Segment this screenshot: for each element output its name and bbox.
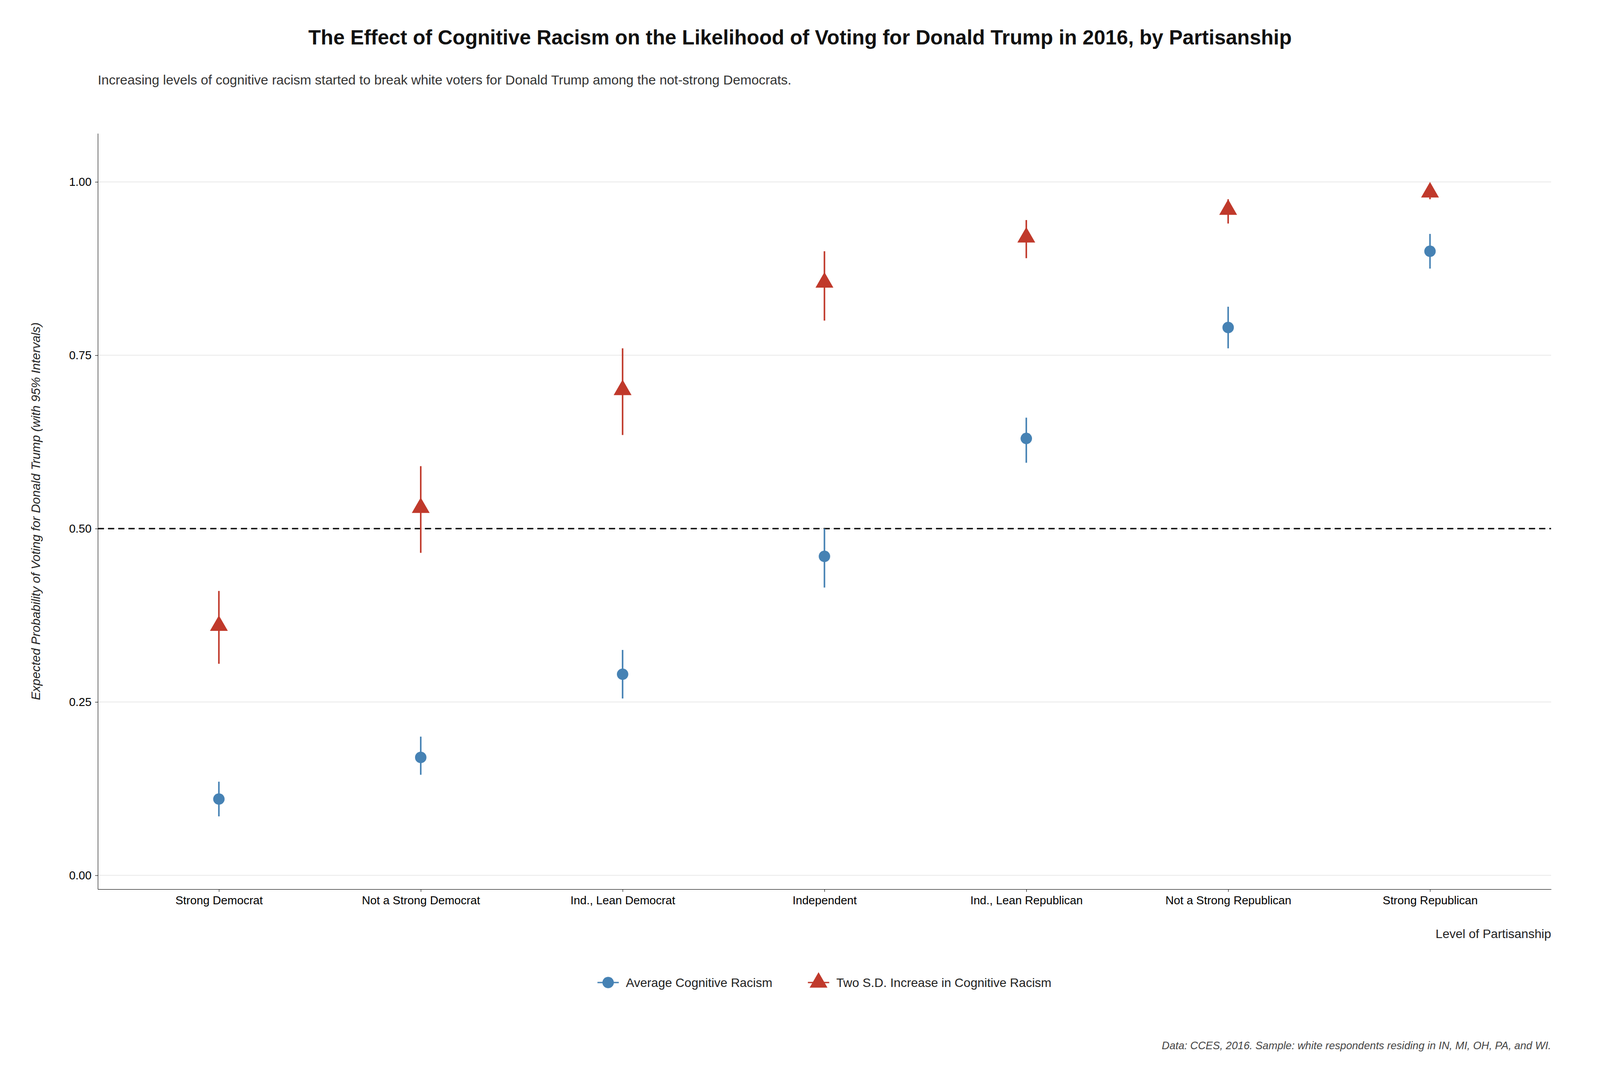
y-tick-label: 1.00 xyxy=(68,175,92,189)
x-tick-mark xyxy=(420,888,422,892)
x-tick: Not a Strong Democrat xyxy=(361,888,481,907)
chart: 0.00 0.25 0.50 0.75 1.00 Strong Democrat Not a… xyxy=(0,0,1600,1067)
marks xyxy=(97,181,1552,816)
x-tick-label: Not a Strong Democrat xyxy=(361,893,481,907)
chart-container: 0.00 0.25 0.50 0.75 1.00 Strong Democrat Not a… xyxy=(0,0,1600,1067)
series xyxy=(209,181,1439,664)
x-tick-label: Independent xyxy=(792,893,857,907)
grid-line xyxy=(97,874,1552,876)
y-tick-mark xyxy=(95,875,98,876)
point xyxy=(209,615,228,631)
x-tick-label: Not a Strong Republican xyxy=(1165,893,1292,907)
point xyxy=(1424,245,1436,257)
x-tick-label: Ind., Lean Republican xyxy=(970,893,1083,907)
y-tick: 0.75 xyxy=(68,348,98,362)
legend-marker xyxy=(602,976,614,988)
x-tick: Independent xyxy=(792,888,857,907)
x-axis: Strong Democrat Not a Strong Democrat Ind.… xyxy=(98,888,1552,907)
x-tick: Ind., Lean Republican xyxy=(970,888,1083,907)
subtitle: Increasing levels of cognitive racism st… xyxy=(97,72,792,88)
point xyxy=(613,379,632,396)
x-tick: Not a Strong Republican xyxy=(1165,888,1292,907)
point xyxy=(1420,181,1439,198)
y-tick-mark xyxy=(95,181,98,183)
grid-line xyxy=(97,701,1552,703)
legend: Average Cognitive Racism Two S.D. Increas… xyxy=(597,972,1052,990)
y-tick-mark xyxy=(95,528,98,529)
y-tick-label: 0.75 xyxy=(68,348,92,362)
point xyxy=(412,497,430,513)
plot: 0.00 0.25 0.50 0.75 1.00 Strong Democrat Not a… xyxy=(28,133,1552,990)
y-tick: 0.00 xyxy=(68,868,98,882)
legend-label: Average Cognitive Racism xyxy=(625,975,772,990)
y-tick: 1.00 xyxy=(68,175,98,189)
y-axis-title: Expected Probability of Voting for Donal… xyxy=(28,322,43,700)
x-tick-label: Strong Republican xyxy=(1382,893,1478,907)
x-tick-mark xyxy=(219,888,220,892)
point xyxy=(818,550,831,563)
legend-marker xyxy=(809,972,828,988)
y-tick: 0.25 xyxy=(68,695,98,709)
y-tick-mark xyxy=(95,701,98,703)
x-tick-mark xyxy=(824,888,825,892)
point xyxy=(1219,199,1237,215)
x-tick: Strong Republican xyxy=(1382,888,1478,907)
y-tick-label: 0.25 xyxy=(68,695,92,709)
y-tick-label: 0.00 xyxy=(68,868,92,882)
x-tick-label: Ind., Lean Democrat xyxy=(570,893,676,907)
legend-item: Average Cognitive Racism xyxy=(597,975,772,990)
point xyxy=(1222,321,1234,334)
y-axis: 0.00 0.25 0.50 0.75 1.00 xyxy=(68,133,98,890)
y-axis-line xyxy=(97,133,99,890)
y-tick: 0.50 xyxy=(68,521,98,536)
grid xyxy=(97,181,1552,876)
point xyxy=(415,751,427,764)
title: The Effect of Cognitive Racism on the Li… xyxy=(308,25,1292,49)
x-tick-mark xyxy=(1430,888,1431,892)
legend-item: Two S.D. Increase in Cognitive Racism xyxy=(808,972,1052,990)
x-tick: Ind., Lean Democrat xyxy=(570,888,676,907)
x-tick-mark xyxy=(1228,888,1229,892)
legend-label: Two S.D. Increase in Cognitive Racism xyxy=(836,975,1052,990)
footnote: Data: CCES, 2016. Sample: white responde… xyxy=(1161,1039,1552,1052)
x-tick-label: Strong Democrat xyxy=(175,893,264,907)
point xyxy=(616,668,629,680)
x-tick-mark xyxy=(1026,888,1027,892)
point xyxy=(1017,227,1036,243)
x-tick-mark xyxy=(622,888,624,892)
x-axis-title: Level of Partisanship xyxy=(1435,926,1552,941)
grid-line xyxy=(97,181,1552,183)
grid-line xyxy=(97,354,1552,356)
series xyxy=(213,233,1436,816)
y-tick-label: 0.50 xyxy=(68,521,92,536)
x-tick: Strong Democrat xyxy=(175,888,264,907)
point xyxy=(1020,432,1032,444)
y-tick-mark xyxy=(95,355,98,356)
point xyxy=(213,792,225,805)
point xyxy=(815,272,834,288)
